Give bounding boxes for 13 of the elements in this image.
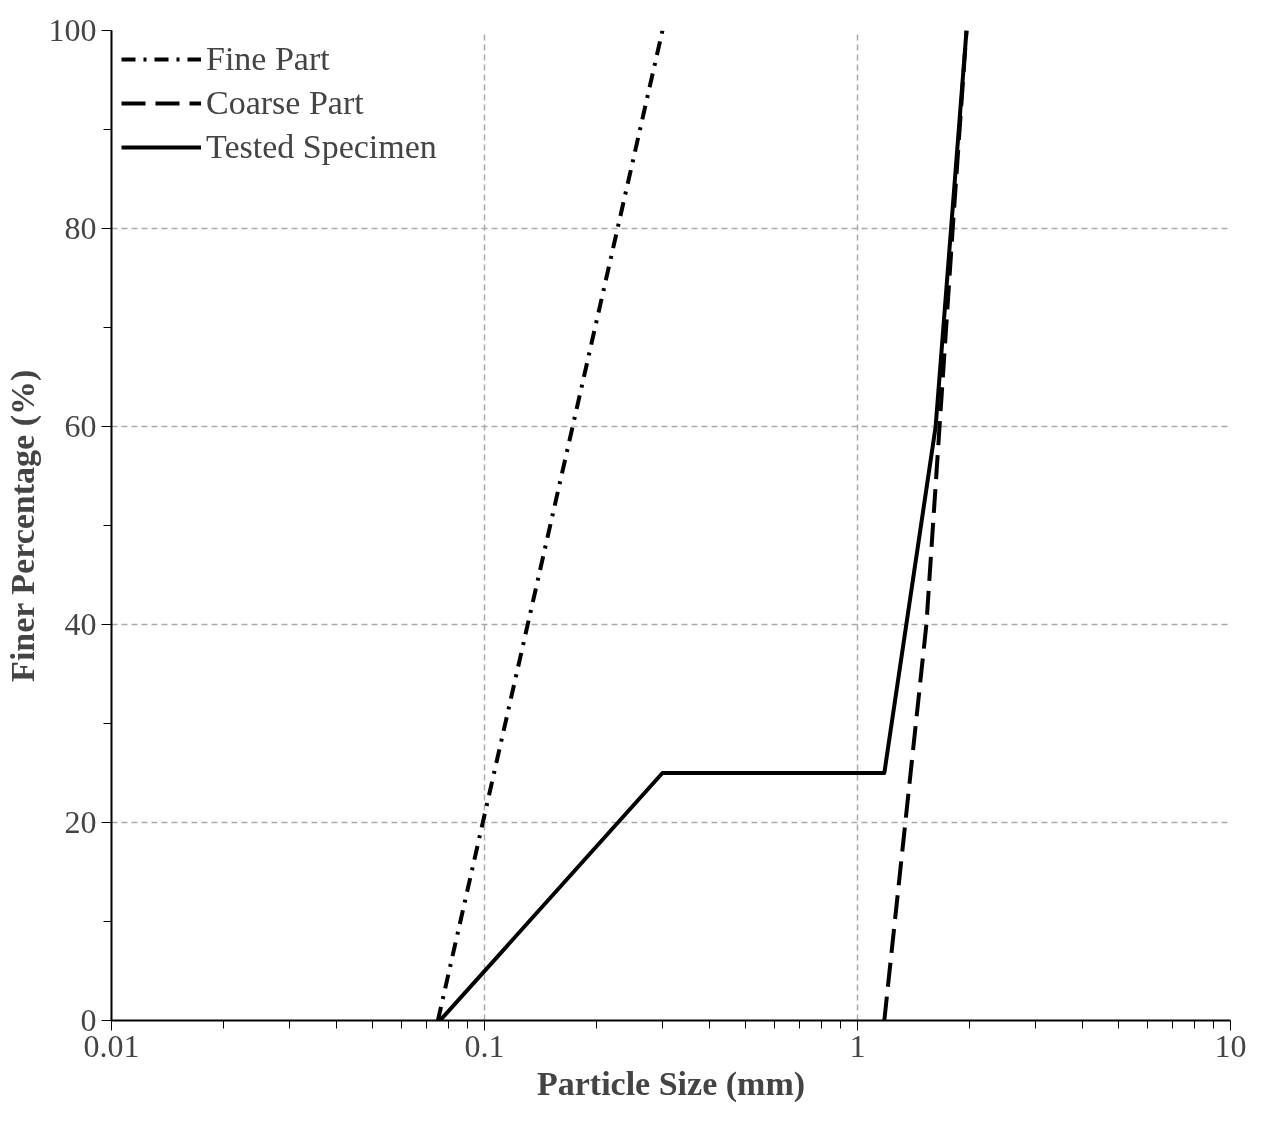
x-tick-label: 1 (849, 1027, 866, 1064)
y-tick-label: 80 (64, 210, 97, 246)
x-tick-label: 0.1 (464, 1027, 505, 1064)
x-axis-title: Particle Size (mm) (536, 1064, 806, 1103)
legend-label: Tested Specimen (206, 128, 437, 166)
y-tick-label: 100 (48, 12, 97, 48)
legend-label: Coarse Part (206, 84, 364, 122)
x-tick-label: 10 (1214, 1027, 1247, 1064)
y-tick-label: 60 (64, 408, 97, 444)
legend-label: Fine Part (206, 40, 330, 78)
y-axis-title: Finer Percentage (%) (3, 369, 42, 682)
y-tick-label: 40 (64, 606, 97, 642)
y-tick-label: 20 (64, 804, 97, 840)
